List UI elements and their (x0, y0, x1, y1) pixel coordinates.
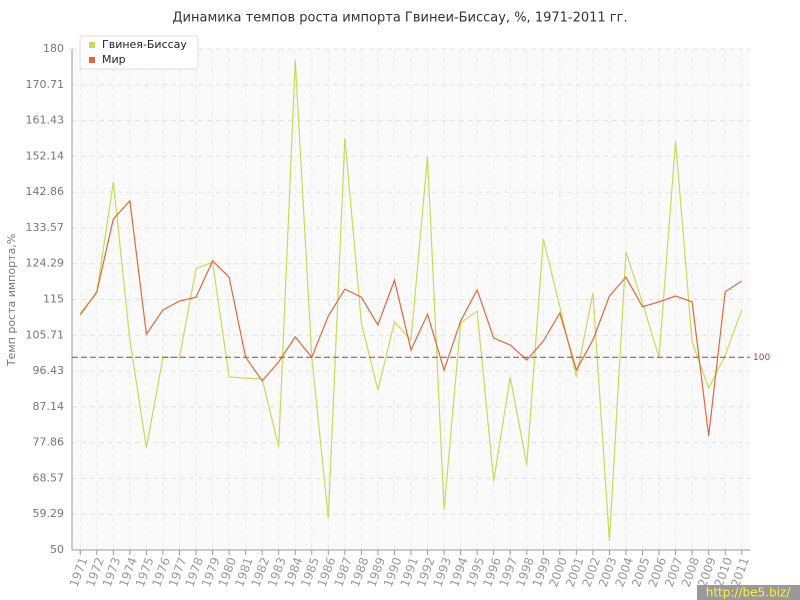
y-tick-label: 152.14 (26, 149, 65, 162)
y-axis-label: Темп роста импорта,% (5, 234, 18, 367)
y-tick-label: 77.86 (33, 436, 65, 449)
watermark-bg (697, 585, 800, 600)
watermark: http://be5.biz/ (706, 586, 791, 600)
legend-label: Гвинея-Биссау (102, 38, 187, 51)
reference-label: 100 (753, 353, 770, 363)
legend-swatch (89, 42, 95, 48)
y-tick-label: 180 (43, 42, 64, 55)
legend-label: Мир (102, 53, 126, 66)
y-tick-label: 105.71 (26, 328, 65, 341)
legend-box (79, 35, 199, 70)
y-tick-label: 142.86 (26, 185, 65, 198)
legend: Гвинея-Биссау Мир (79, 35, 199, 70)
y-tick-label: 68.57 (33, 471, 65, 484)
y-tick-label: 124.29 (26, 257, 65, 270)
chart-title: Динамика темпов роста импорта Гвинеи-Бис… (172, 11, 627, 26)
series-line (79, 199, 743, 436)
y-tick-label: 115 (43, 293, 64, 306)
legend-swatch (89, 57, 95, 63)
y-tick-label: 96.43 (33, 364, 65, 377)
y-tick-label: 87.14 (33, 400, 65, 413)
y-tick-label: 133.57 (26, 221, 65, 234)
y-tick-label: 50 (50, 543, 64, 556)
y-tick-label: 59.29 (33, 507, 65, 520)
y-tick-label: 170.71 (26, 78, 65, 91)
y-tick-label: 161.43 (26, 114, 65, 127)
